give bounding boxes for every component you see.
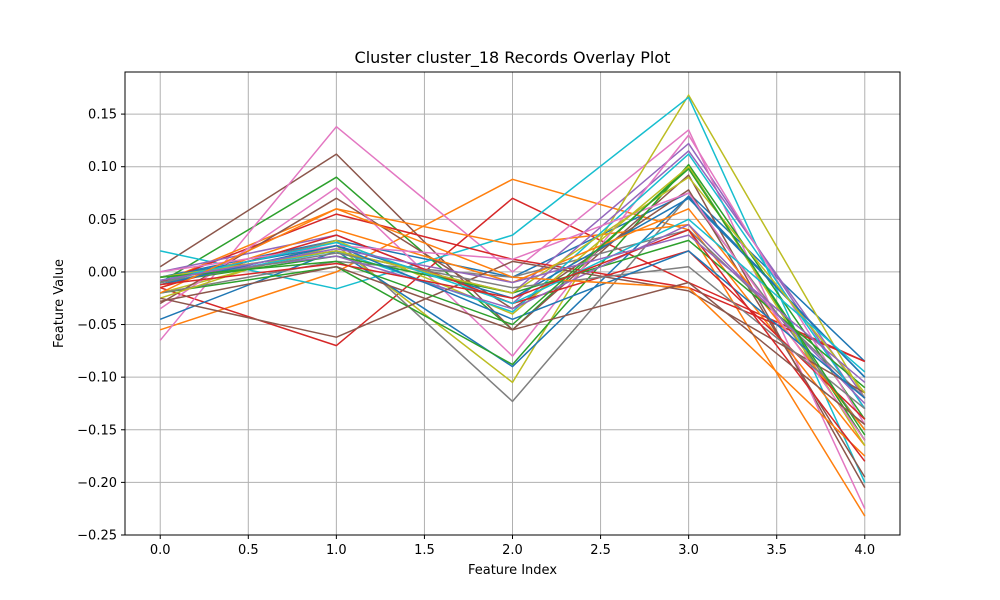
series-line-34 [160, 229, 866, 462]
y-tick-label: 0.05 [88, 213, 117, 228]
x-tick-label: 0.5 [238, 543, 259, 558]
x-tick-label: 4.0 [854, 543, 875, 558]
x-tick-label: 1.0 [326, 543, 347, 558]
y-tick-label: −0.05 [77, 318, 117, 333]
y-tick-label: −0.25 [77, 529, 117, 544]
series-line-28 [160, 252, 866, 410]
x-tick-label: 3.0 [678, 543, 699, 558]
x-tick-label: 3.5 [766, 543, 787, 558]
chart-title: Cluster cluster_18 Records Overlay Plot [355, 48, 671, 68]
y-axis-label: Feature Value [52, 259, 67, 348]
series-line-20 [160, 153, 866, 410]
y-tick-label: 0.00 [88, 265, 117, 280]
series-line-36 [160, 234, 866, 383]
series-lines [159, 94, 866, 517]
axis-ticks: 0.0 0.5 1.0 1.5 2.0 2.5 3.0 3.5 4.0 −0.25 −0.20 −0.… [77, 108, 875, 558]
y-tick-label: 0.15 [88, 108, 117, 123]
series-line-32 [159, 208, 866, 457]
y-tick-label: −0.10 [77, 371, 117, 386]
x-tick-label: 2.0 [502, 543, 523, 558]
series-line-17 [159, 134, 866, 425]
series-line-35 [160, 265, 866, 426]
x-axis-label: Feature Index [468, 563, 557, 578]
y-tick-label: −0.15 [77, 423, 117, 438]
series-line-26 [160, 260, 866, 394]
series-line-30 [160, 218, 866, 373]
x-tick-label: 1.5 [414, 543, 435, 558]
series-line-33 [160, 168, 866, 436]
y-tick-label: −0.20 [77, 476, 117, 491]
x-tick-label: 2.5 [590, 543, 611, 558]
y-tick-label: 0.10 [88, 160, 117, 175]
x-tick-label: 0.0 [150, 543, 171, 558]
series-line-4 [159, 197, 866, 363]
